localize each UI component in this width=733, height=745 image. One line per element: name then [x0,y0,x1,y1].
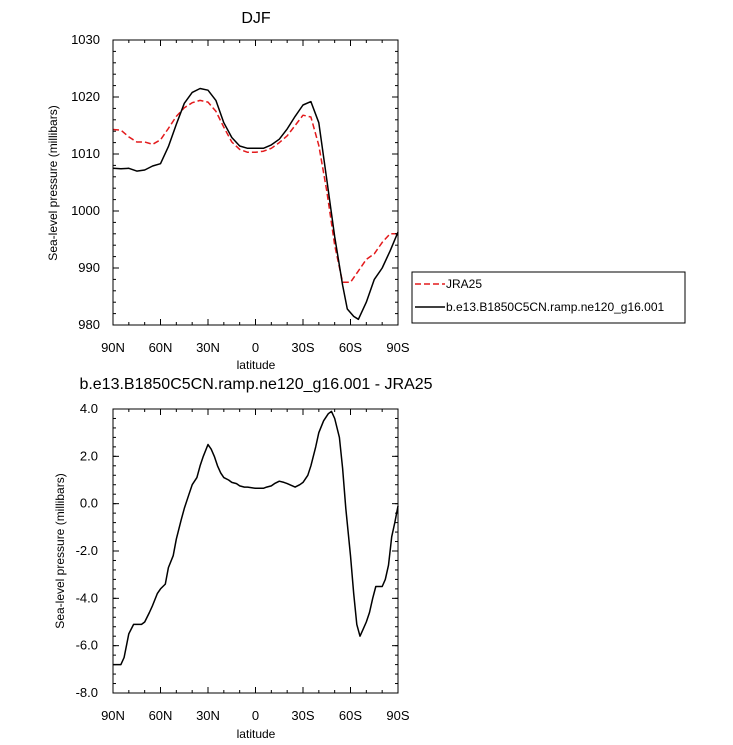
y-tick-label: 1010 [71,146,100,161]
x-tick-label: 0 [252,340,259,355]
x-tick-label: 30S [291,708,314,723]
y-tick-label: 990 [78,260,100,275]
legend-box [411,271,686,324]
x-tick-label: 90S [386,340,409,355]
x-tick-label: 90S [386,708,409,723]
y-tick-label: 4.0 [80,401,98,416]
y-tick-label: -2.0 [76,543,98,558]
x-tick-label: 60N [149,708,173,723]
top-panel: DJF Sea-level pressure (millibars) latit… [46,10,410,372]
y-axis-label-bottom: Sea-level pressure (millibars) [53,473,67,628]
series-line-model [112,87,399,321]
y-tick-label: 2.0 [80,448,98,463]
x-tick-label: 30N [196,340,220,355]
x-tick-label: 60N [149,340,173,355]
plot-frame [112,39,399,326]
x-tick-label: 60S [339,708,362,723]
y-tick-label: 980 [78,317,100,332]
x-tick-label: 30S [291,340,314,355]
x-tick-label: 90N [101,340,125,355]
difference-line [113,410,399,666]
difference-chart-title: b.e13.B1850C5CN.ramp.ne120_g16.001 - JRA… [79,376,432,393]
bottom-panel: b.e13.B1850C5CN.ramp.ne120_g16.001 - JRA… [53,376,433,741]
y-tick-label: 0.0 [80,496,98,511]
y-tick-label: 1030 [71,32,100,47]
y-tick-label: 1000 [71,203,100,218]
y-tick-label: -8.0 [76,685,98,700]
legend-label-model: b.e13.B1850C5CN.ramp.ne120_g16.001 [446,300,664,314]
x-axis-label: latitude [237,358,276,372]
y-tick-label: -4.0 [76,590,98,605]
legend: JRA25 b.e13.B1850C5CN.ramp.ne120_g16.001 [411,271,686,324]
legend-label-jra25: JRA25 [446,277,482,291]
x-axis-label-bottom: latitude [237,727,276,741]
x-tick-label: 0 [252,708,259,723]
x-tick-label: 30N [196,708,220,723]
x-tick-label: 60S [339,340,362,355]
chart-title: DJF [241,10,271,27]
series-line-jra25 [112,99,398,284]
x-tick-label: 90N [101,708,125,723]
plot-frame-bottom [112,408,399,694]
y-tick-label: -6.0 [76,638,98,653]
y-axis-label: Sea-level pressure (millibars) [46,105,60,260]
y-tick-label: 1020 [71,89,100,104]
